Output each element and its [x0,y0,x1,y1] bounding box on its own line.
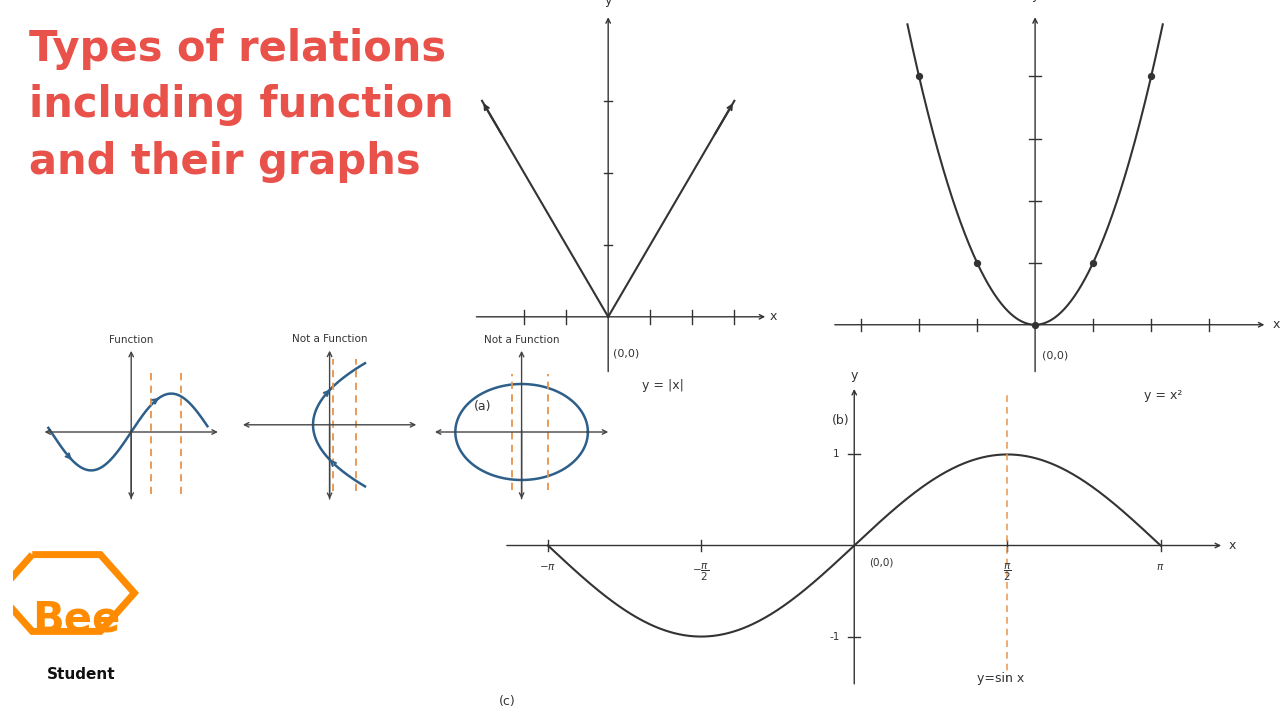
Text: Bee: Bee [32,598,120,641]
Text: (0,0): (0,0) [869,557,893,567]
Text: $\pi$: $\pi$ [1156,562,1165,572]
Text: y = |x|: y = |x| [641,379,684,392]
Text: -1: -1 [829,631,840,642]
Point [1025,319,1046,330]
Text: (c): (c) [499,695,516,708]
Point [1083,257,1103,269]
Text: x: x [1229,539,1236,552]
Text: x: x [1274,318,1280,331]
Point [966,257,987,269]
Text: Not a Function: Not a Function [484,336,559,345]
Text: y = x²: y = x² [1143,390,1181,402]
Text: (0,0): (0,0) [613,348,640,359]
Text: Types of relations
including function
and their graphs: Types of relations including function an… [29,27,454,184]
Text: x: x [771,310,777,323]
Text: $-\pi$: $-\pi$ [539,562,557,572]
Text: $\dfrac{\pi}{2}$: $\dfrac{\pi}{2}$ [1004,562,1011,583]
Text: y: y [1032,0,1039,2]
Text: Function: Function [109,336,154,345]
Text: $-\dfrac{\pi}{2}$: $-\dfrac{\pi}{2}$ [692,562,709,583]
Text: (b): (b) [832,414,850,427]
Point [909,71,929,82]
Text: Student: Student [47,667,115,682]
Text: y=sin x: y=sin x [977,672,1024,685]
Text: (0,0): (0,0) [1042,351,1069,361]
Text: Not a Function: Not a Function [292,334,367,344]
Text: y: y [851,369,858,382]
Text: y: y [604,0,612,7]
Text: 1: 1 [833,449,840,459]
Point [1140,71,1161,82]
Text: (a): (a) [474,400,492,413]
